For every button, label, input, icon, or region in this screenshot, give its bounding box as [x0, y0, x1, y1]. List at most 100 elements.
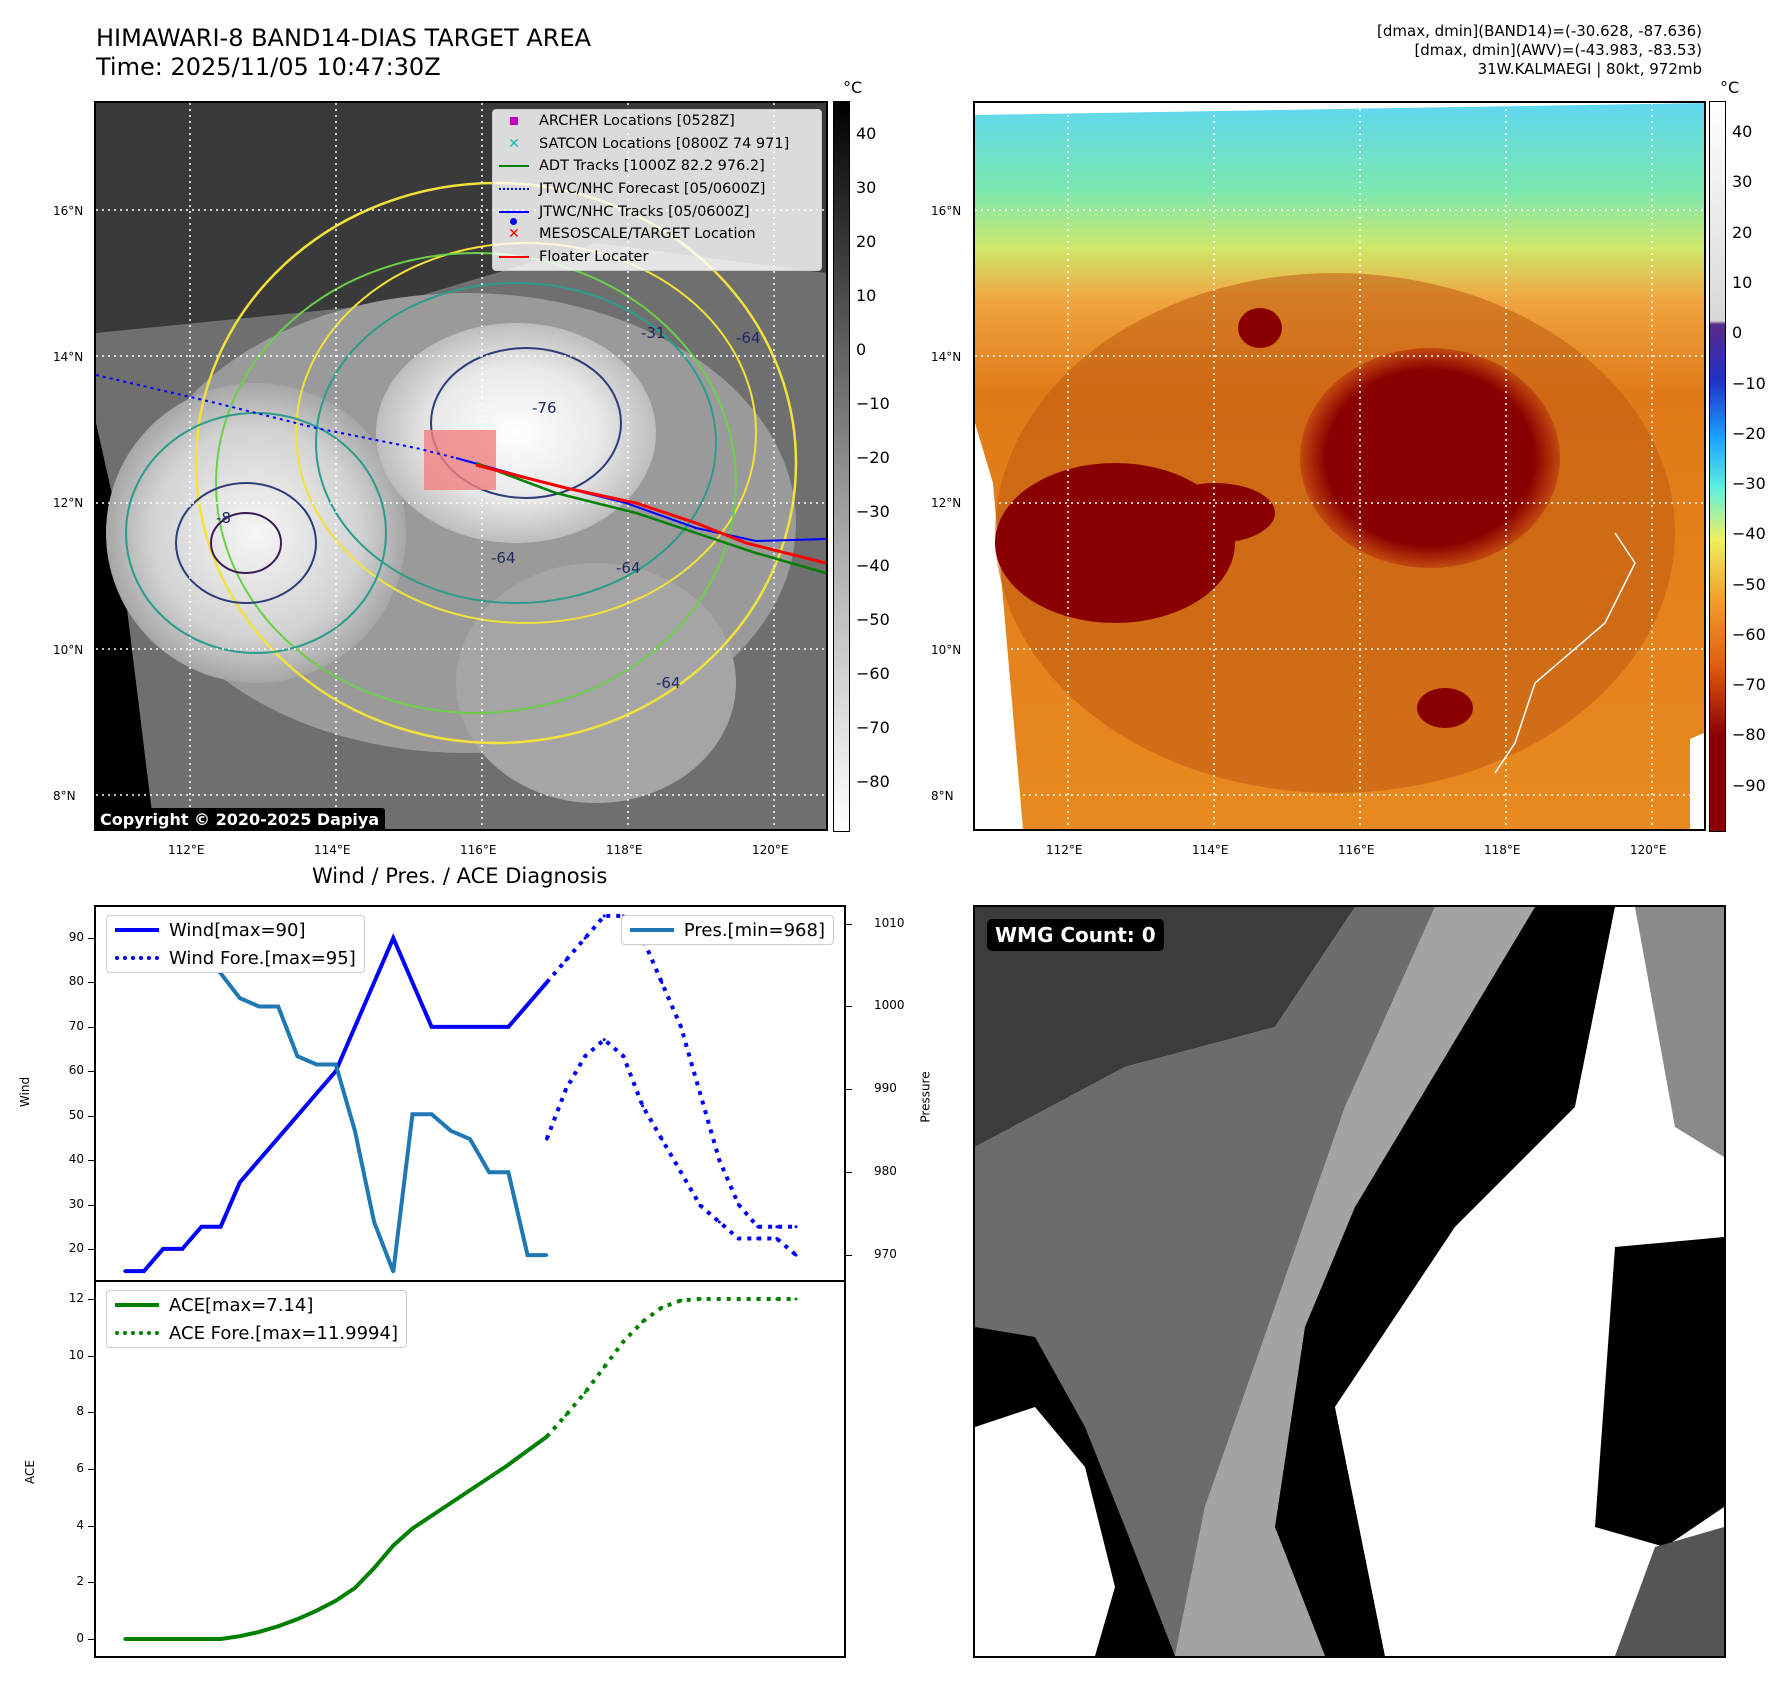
legend-mesoscale: ✕ MESOSCALE/TARGET Location — [493, 223, 821, 246]
wind-y-tick-mark — [88, 1026, 94, 1028]
legend-wind-label: Wind[max=90] — [169, 919, 306, 941]
ace-series-point — [334, 1599, 338, 1603]
color-colorbar-unit: °C — [1720, 78, 1740, 97]
x-marker-icon: ✕ — [508, 226, 520, 243]
wind-series-point — [276, 1136, 280, 1140]
wmg-light-region — [1175, 907, 1535, 1656]
legend-jtwc-tracks-label: JTWC/NHC Tracks [05/0600Z] — [539, 203, 750, 220]
gray-colorbar — [833, 101, 850, 832]
contour-navy-west — [175, 482, 317, 604]
wind-series-point — [142, 1269, 146, 1273]
lat-label-10-right: 10°N — [931, 643, 962, 657]
wind-series-point — [410, 980, 414, 984]
lat-label-8-left: 8°N — [53, 789, 76, 803]
solid-line-icon — [629, 928, 674, 932]
wmg-dark-region — [975, 907, 1355, 1147]
wind-y-tick-mark — [88, 1204, 94, 1206]
wind-y-tick-label: 80 — [68, 974, 84, 989]
ace-y-tick-label: 6 — [76, 1461, 84, 1475]
wind-series-point — [295, 1114, 299, 1118]
gray-colorbar-tick: −10 — [856, 394, 890, 414]
lon-label-120-right: 120°E — [1630, 843, 1667, 857]
pressure-forecast-series-point — [583, 1054, 587, 1058]
wind-series-point — [219, 1225, 223, 1229]
color-lon-gridlines — [1067, 103, 1653, 829]
pressure-y-tick-label: 990 — [874, 1081, 897, 1096]
gray-colorbar-unit: °C — [843, 78, 863, 97]
legend-wind-forecast: Wind Fore.[max=95] — [107, 944, 364, 972]
pressure-series-point — [506, 1170, 510, 1174]
wind-series-point — [238, 1180, 242, 1184]
solid-line-icon — [115, 1303, 159, 1307]
ace-series-point — [257, 1630, 261, 1634]
wind-y-tick-label: 30 — [68, 1196, 84, 1211]
wind-y-tick-label: 60 — [68, 1063, 84, 1078]
dotted-line-icon — [499, 188, 529, 191]
lon-label-116-left: 116°E — [460, 843, 497, 857]
wind-series-point — [315, 1092, 319, 1095]
ace-forecast-series-point — [545, 1435, 549, 1439]
legend-satcon-label: SATCON Locations [0800Z 74 971] — [539, 135, 790, 152]
ace-forecast-series — [545, 1297, 798, 1439]
ace-series-point — [276, 1624, 280, 1628]
pressure-forecast-series-point — [564, 1087, 568, 1091]
legend-mesoscale-label: MESOSCALE/TARGET Location — [539, 226, 756, 243]
ace-chart: ACE[max=7.14] ACE Fore.[max=11.9994] — [94, 1280, 846, 1658]
pressure-forecast-series-point — [756, 1237, 760, 1241]
ace-forecast-series-point — [660, 1306, 664, 1309]
ace-series-point — [295, 1617, 299, 1621]
lat-label-16-left: 16°N — [53, 204, 84, 218]
wmg-count-badge: WMG Count: 0 — [987, 919, 1164, 951]
ace-series-point — [372, 1566, 376, 1570]
lat-label-12-left: 12°N — [53, 496, 84, 510]
wind-pressure-chart: Wind[max=90] Wind Fore.[max=95] Pres.[mi… — [94, 905, 846, 1282]
wind-series-point — [526, 1003, 530, 1007]
wind-forecast-series-point — [660, 980, 664, 984]
color-west-core-ext — [1155, 483, 1275, 543]
gray-colorbar-tick: 40 — [856, 124, 877, 144]
contour-label-8: -8 — [216, 509, 231, 527]
wind-series-point — [372, 980, 376, 984]
pressure-forecast-series-line — [544, 1036, 798, 1257]
ace-forecast-series-point — [698, 1297, 702, 1301]
pressure-series — [123, 922, 549, 1274]
legend-wind-forecast-label: Wind Fore.[max=95] — [169, 947, 356, 969]
lat-label-10-left: 10°N — [53, 643, 84, 657]
pressure-y-tick-mark — [846, 923, 852, 925]
contour-purple-west — [210, 512, 282, 574]
pressure-series-point — [334, 1062, 338, 1066]
wind-forecast-series-point — [737, 1203, 741, 1207]
pressure-forecast-series-point — [794, 1253, 798, 1257]
legend-pressure: Pres.[min=968] — [622, 916, 833, 944]
dotted-line-icon — [115, 1331, 159, 1335]
ace-y-tick-label: 8 — [76, 1404, 84, 1419]
legend-ace-forecast-label: ACE Fore.[max=11.9994] — [169, 1322, 398, 1344]
ace-series-point — [315, 1609, 319, 1613]
solid-line-icon — [499, 165, 529, 168]
wind-y-tick-mark — [88, 938, 94, 940]
wind-series-point — [161, 1247, 165, 1251]
ace-series-point — [487, 1476, 491, 1479]
pressure-forecast-series-point — [602, 1038, 606, 1042]
pressure-series-point — [526, 1253, 530, 1257]
ace-series — [123, 1435, 549, 1641]
wind-forecast-series-point — [794, 1225, 798, 1229]
ace-forecast-series-point — [641, 1320, 645, 1324]
pressure-forecast-series-point — [660, 1137, 664, 1141]
pressure-series-point — [430, 1112, 434, 1116]
color-colorbar-tick: −80 — [1732, 725, 1766, 745]
info-line-1: [dmax, dmin](BAND14)=(-30.628, -87.636) — [1377, 22, 1702, 40]
wind-series-point — [391, 936, 395, 940]
legend-floater-label: Floater Locater — [539, 248, 649, 265]
ace-series-point — [161, 1637, 165, 1641]
ace-y-tick-label: 12 — [68, 1291, 84, 1305]
pressure-forecast-series-point — [641, 1104, 645, 1108]
pressure-forecast-series-point — [737, 1237, 741, 1241]
gray-colorbar-tick: 20 — [856, 232, 877, 252]
lat-gridlines — [96, 209, 826, 796]
ace-forecast-series-point — [621, 1340, 625, 1343]
pressure-series-point — [353, 1129, 357, 1133]
gray-colorbar-tick: −50 — [856, 610, 890, 630]
lon-label-112-left: 112°E — [168, 843, 205, 857]
color-colorbar — [1709, 101, 1726, 832]
